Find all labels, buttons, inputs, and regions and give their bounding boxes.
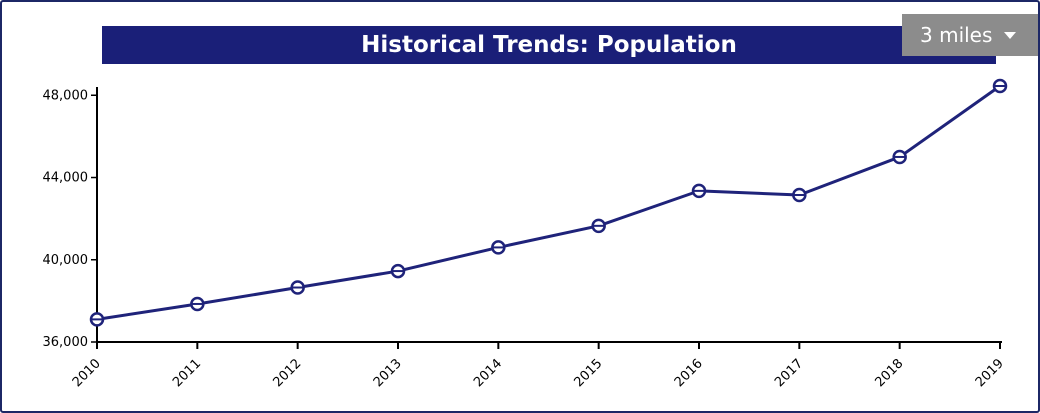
x-tick-label: 2018: [872, 356, 906, 390]
radius-dropdown[interactable]: 3 miles: [902, 14, 1038, 56]
x-tick-label: 2014: [471, 356, 505, 390]
y-tick-label: 40,000: [43, 253, 89, 268]
x-tick-label: 2010: [70, 356, 104, 390]
y-tick-label: 48,000: [43, 88, 89, 103]
caret-down-icon: [1004, 31, 1017, 39]
chart-title: Historical Trends: Population: [102, 26, 996, 64]
radius-dropdown-value: 3 miles: [920, 23, 993, 47]
x-tick-label: 2016: [672, 356, 706, 390]
x-tick-label: 2015: [571, 356, 605, 390]
y-tick-label: 44,000: [43, 171, 89, 186]
x-tick-label: 2017: [772, 356, 806, 390]
x-tick-label: 2011: [170, 356, 204, 390]
x-tick-label: 2013: [371, 356, 405, 390]
series-line: [96, 84, 1001, 321]
y-tick-label: 36,000: [43, 335, 89, 350]
x-tick-label: 2012: [270, 356, 304, 390]
x-tick-label: 2019: [973, 356, 1007, 390]
